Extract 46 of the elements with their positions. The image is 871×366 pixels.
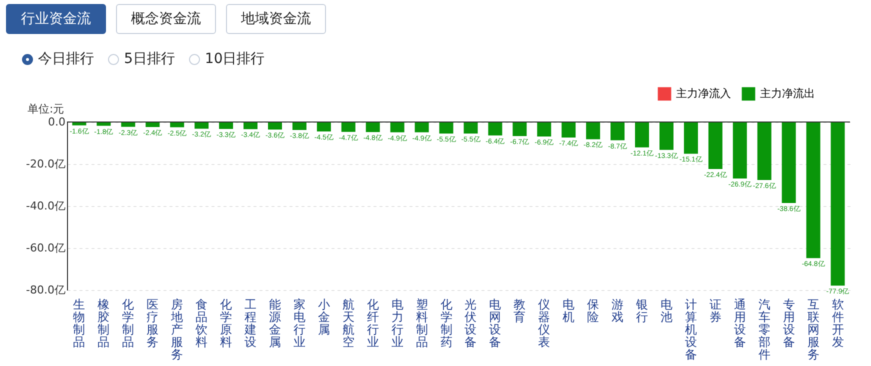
x-tick-label: 通用设备 [734,298,746,349]
x-tick-label: 证券 [709,298,722,324]
x-tick-label: 生物制品 [73,298,86,349]
tab-button: 概念资金流 [116,4,216,34]
x-tick-label: 工程建设 [244,298,257,349]
x-tick-label: 医疗服务 [146,298,159,349]
x-tick-label: 汽车零部件 [758,298,770,362]
x-tick-label: 软件开发 [832,298,844,349]
x-tick-label: 化学制品 [122,298,134,349]
text: 5日排行 [124,50,175,68]
x-tick-label: 保险 [587,298,600,324]
text: 今日排行 [38,50,94,68]
x-tick-label: 光伏设备 [464,298,477,349]
x-tick-label: 电力行业 [391,298,404,349]
x-tick-label: 电池 [660,298,672,324]
x-tick-label: 化学制药 [440,298,452,349]
x-tick-label: 专用设备 [782,298,795,349]
y-tick-label: 0.0 [48,116,66,128]
x-tick-label: 互联网服务 [807,298,820,362]
legend-label: 主力净流入 [676,86,731,100]
x-tick-label: 电网设备 [489,298,502,349]
x-tick-label: 塑料制品 [416,298,428,349]
x-tick-label: 橡胶制品 [98,298,110,349]
y-tick-label: -20.0亿 [26,158,66,170]
y-tick-label: -80.0亿 [26,284,66,296]
y-tick-label: -60.0亿 [26,242,66,254]
x-tick-label: 房地产服务 [170,298,184,362]
x-tick-label: 计算机设备 [684,298,697,362]
x-tick-label: 化学原料 [220,298,232,349]
x-tick-label: 化纤行业 [366,298,379,349]
x-tick-label: 食品饮料 [194,298,208,349]
x-tick-label: 仪器仪表 [538,298,550,349]
x-tick-label: 能源金属 [268,298,281,349]
x-tick-label: 航天航空 [342,298,354,349]
legend-label: 主力净流出 [760,86,815,100]
x-tick-label: 电机 [562,298,575,324]
y-axis-title: 单位:元 [28,102,64,116]
x-tick-label: 银行 [635,298,648,324]
x-tick-label: 家电行业 [293,298,306,349]
x-tick-label: 小金属 [318,298,330,336]
tab-button: 行业资金流 [6,4,106,34]
tab-button: 地域资金流 [226,4,326,34]
text: 10日排行 [204,50,265,68]
x-tick-label: 游戏 [612,298,624,324]
x-tick-label: 教育 [514,298,526,324]
y-tick-label: -40.0亿 [26,200,66,212]
